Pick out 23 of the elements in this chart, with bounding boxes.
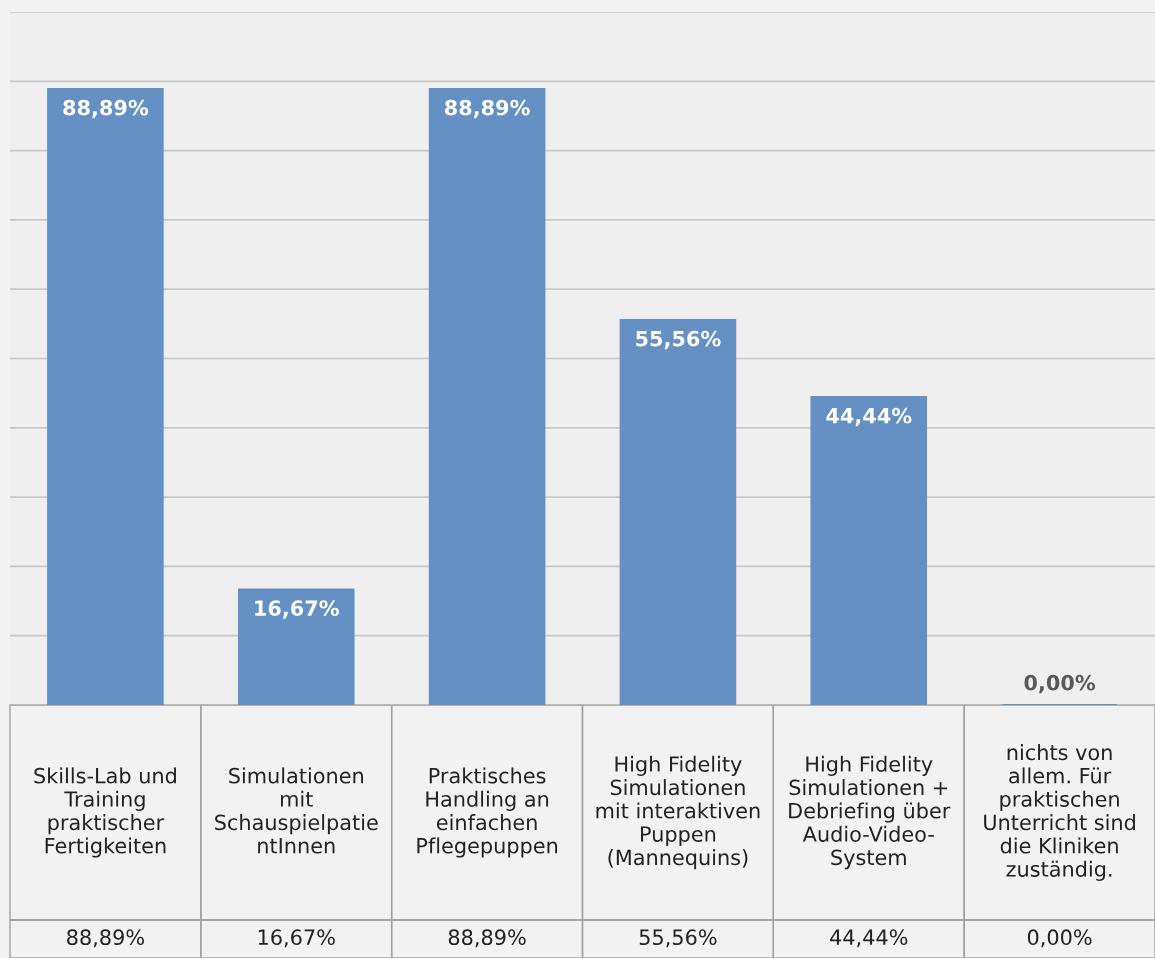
x-tick-label: High Fidelity Simulationen + Debriefing über Audio-Video- System [789,755,951,870]
bar [237,588,355,705]
data-label: 88,89% [67,929,144,948]
text: 44,44% [826,407,912,427]
bar [47,87,164,705]
data-label: 16,67% [258,929,335,948]
x-tick-label: High Fidelity Simulationen mit interaktiven Puppen (Mannequins) [596,755,760,870]
text: 16,67% [255,600,339,619]
data-label: 55,56% [639,929,717,948]
text: 0,00% [1024,674,1096,694]
bar [810,395,928,705]
x-tick-label: nichts von allem. Für praktischen Unterricht sind die Kliniken zuständig. [984,744,1135,881]
data-label: 0,00% [1027,929,1092,948]
text: 88,89% [63,99,149,119]
bar [619,318,737,705]
x-tick-label: Praktisches Handling an einfachen Pflegepuppen [417,767,558,858]
text: 88,89% [444,99,530,119]
text: 55,56% [636,330,721,350]
x-tick-label: Simulationen mit Schauspielpatie ntInnen [215,767,378,854]
x-tick-label: Skills-Lab und Training praktischer Fertigkeiten [34,767,176,858]
data-label: 88,89% [448,929,526,948]
bar [428,87,546,705]
data-label: 44,44% [830,929,908,948]
